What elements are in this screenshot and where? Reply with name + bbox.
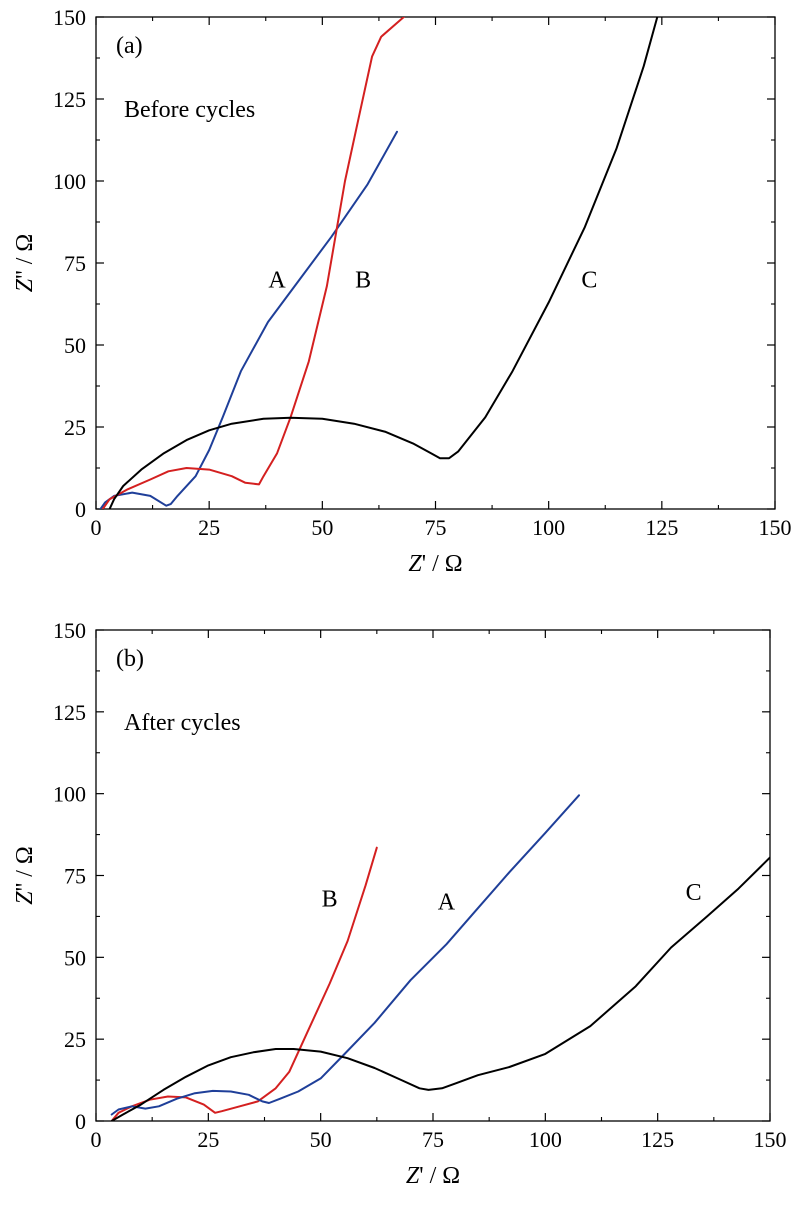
series-label-c: C (686, 880, 702, 906)
x-tick-label: 75 (422, 1127, 444, 1152)
x-tick-label: 0 (91, 1127, 102, 1152)
y-tick-label: 150 (53, 5, 86, 30)
y-tick-label: 125 (53, 700, 86, 725)
y-tick-label: 0 (75, 1109, 86, 1134)
series-label-a: A (268, 267, 286, 293)
y-axis-title: Z'' / Ω (12, 234, 38, 293)
y-tick-label: 50 (64, 333, 86, 358)
series-label-c: C (581, 267, 597, 293)
x-axis-title: Z' / Ω (406, 1163, 460, 1189)
x-tick-label: 25 (198, 515, 220, 540)
y-tick-label: 25 (64, 1027, 86, 1052)
panel-label: (b) (116, 646, 144, 672)
y-tick-label: 100 (53, 169, 86, 194)
series-line-c (108, 17, 659, 509)
y-tick-label: 75 (64, 251, 86, 276)
x-tick-label: 125 (645, 515, 678, 540)
series-line-c (110, 856, 770, 1121)
x-tick-label: 150 (754, 1127, 787, 1152)
panel-label: (a) (116, 33, 143, 59)
x-tick-label: 100 (532, 515, 565, 540)
plot-frame (95, 629, 771, 1122)
y-axis-title: Z'' / Ω (12, 846, 38, 905)
y-tick-label: 50 (64, 945, 86, 970)
y-tick-label: 75 (64, 864, 86, 889)
x-tick-label: 0 (91, 515, 102, 540)
y-tick-label: 0 (75, 497, 86, 522)
panel-a: 0 25 50 75 100 125 150 0 25 50 75 100 125 150 Z' / Ω Z'… (12, 5, 792, 577)
x-tick-label: 125 (641, 1127, 674, 1152)
panel-annotation: After cycles (124, 710, 241, 736)
panel-b: 0 25 50 75 100 125 150 0 25 50 75 100 125 150 Z' / Ω Z'… (12, 618, 787, 1189)
panel-annotation: Before cycles (124, 97, 255, 123)
y-tick-label: 100 (53, 782, 86, 807)
series-line-b (101, 17, 405, 509)
y-tick-label: 150 (53, 618, 86, 643)
x-tick-label: 150 (759, 515, 792, 540)
series-label-b: B (322, 886, 338, 912)
x-tick-label: 50 (311, 515, 333, 540)
series-line-a (110, 794, 580, 1116)
y-tick-label: 25 (64, 415, 86, 440)
series-label-a: A (438, 890, 456, 916)
y-tick-label: 125 (53, 87, 86, 112)
x-tick-label: 75 (425, 515, 447, 540)
x-tick-label: 100 (529, 1127, 562, 1152)
x-tick-label: 50 (310, 1127, 332, 1152)
x-axis-title: Z' / Ω (408, 551, 462, 577)
series-line-a (99, 130, 398, 509)
x-tick-label: 25 (197, 1127, 219, 1152)
series-label-b: B (355, 267, 371, 293)
